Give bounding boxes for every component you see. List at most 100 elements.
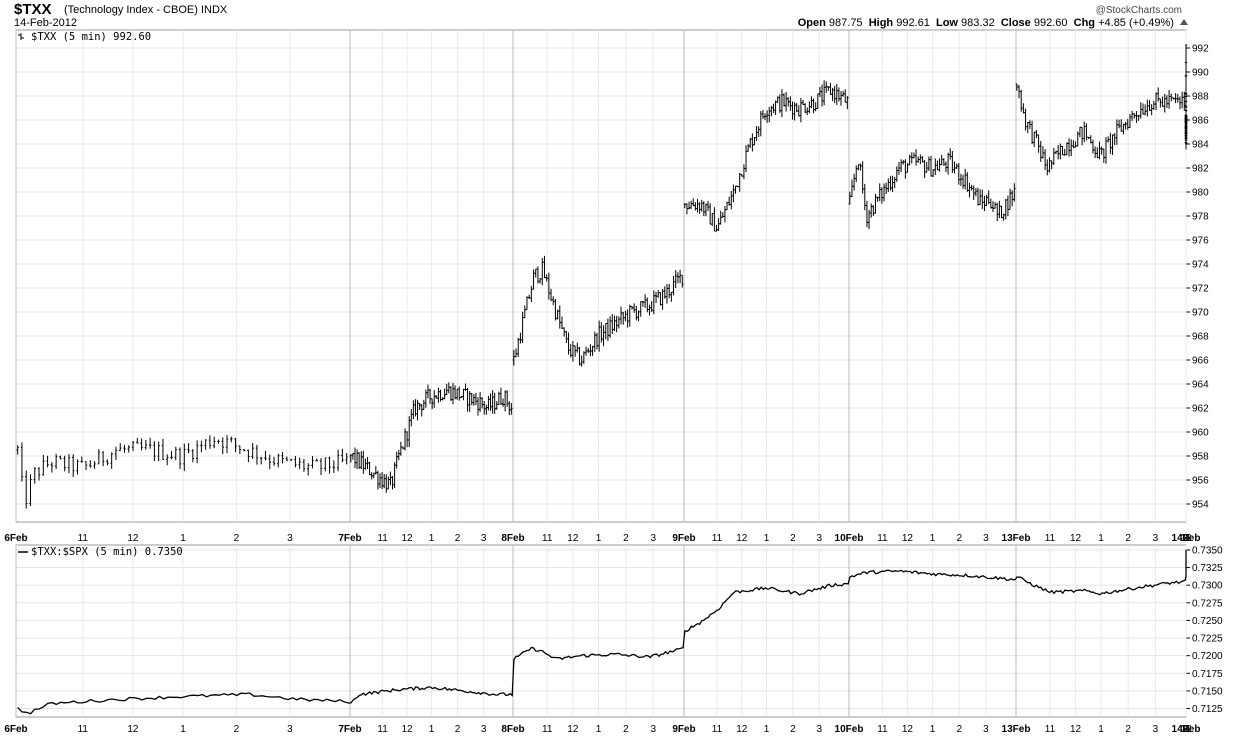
y-tick-label: 958 <box>1192 452 1209 463</box>
y-tick-label: 982 <box>1192 164 1209 175</box>
price-bar <box>916 156 920 163</box>
price-bar <box>825 81 828 93</box>
price-bar <box>443 388 446 400</box>
price-bar <box>1061 145 1064 156</box>
price-bar <box>650 301 653 312</box>
x-tick-label: 2 <box>956 533 962 544</box>
price-bar <box>822 80 826 106</box>
price-bar <box>659 292 662 306</box>
close-label: Close <box>1000 17 1031 29</box>
price-bar <box>387 476 390 490</box>
x-tick-label: 3 <box>481 533 487 544</box>
price-bar <box>510 403 513 415</box>
price-bar <box>1183 91 1186 111</box>
price-bar <box>532 269 535 290</box>
credit-text: @StockCharts.com <box>1095 5 1182 16</box>
x-tick-label: 8Feb <box>501 533 524 544</box>
price-bar <box>770 105 773 117</box>
x-tick-label: 3 <box>817 724 823 735</box>
y-tick-label: 962 <box>1192 404 1209 415</box>
price-bar <box>863 183 866 211</box>
price-bar <box>687 201 691 210</box>
price-bar <box>517 337 520 357</box>
price-bar <box>114 446 118 461</box>
price-bar <box>1002 213 1005 221</box>
price-bar <box>208 435 212 449</box>
price-bar <box>587 347 590 353</box>
x-tick-label: 1 <box>596 724 602 735</box>
price-bar <box>717 218 720 231</box>
price-bar <box>593 331 596 352</box>
price-bar <box>445 383 448 396</box>
price-bar <box>757 126 760 138</box>
x-tick-label: 1 <box>764 724 770 735</box>
price-bar <box>368 461 371 476</box>
price-bar <box>183 443 186 472</box>
price-bar <box>803 103 807 114</box>
price-bar <box>80 456 83 463</box>
price-bar <box>784 91 788 112</box>
price-bar <box>622 311 625 325</box>
y-tick-label: 972 <box>1192 284 1209 295</box>
x-tick-label: 12 <box>401 724 413 735</box>
price-bar <box>763 113 767 121</box>
x-tick-label: 11 <box>877 533 888 544</box>
x-tick-label: 3 <box>650 724 656 735</box>
price-bar <box>799 98 803 123</box>
series <box>16 44 1188 509</box>
price-bar <box>1165 95 1169 108</box>
price-bar <box>378 473 382 489</box>
price-bar <box>736 185 739 188</box>
price-bar <box>272 456 276 466</box>
price-bar <box>497 391 501 405</box>
price-bar <box>46 455 49 468</box>
price-bar <box>1013 183 1016 202</box>
x-tick-label: 2 <box>790 724 796 735</box>
price-bar <box>204 439 207 450</box>
price-bar <box>608 316 612 338</box>
price-bar <box>850 179 854 198</box>
price-bar <box>797 105 801 117</box>
price-bar <box>399 441 403 456</box>
price-bar <box>667 283 671 299</box>
x-tick-label: 1 <box>930 724 936 735</box>
x-tick-label: 1 <box>429 533 435 544</box>
x-tick-label: 2 <box>455 724 461 735</box>
price-bar <box>912 152 916 159</box>
price-bar <box>1059 143 1062 160</box>
price-bar <box>541 257 544 286</box>
price-bar <box>478 392 482 413</box>
x-tick-label: 2 <box>1125 724 1131 735</box>
price-bar <box>89 460 92 468</box>
price-bar <box>604 322 607 340</box>
price-bar <box>97 449 101 465</box>
price-bar <box>1120 119 1123 132</box>
price-bar <box>942 158 946 166</box>
y-tick-label: 0.7325 <box>1192 563 1223 574</box>
price-bar <box>1087 136 1090 139</box>
price-bar <box>1113 133 1116 146</box>
price-bar <box>895 166 899 182</box>
price-bar <box>657 290 660 298</box>
price-bar <box>923 159 926 179</box>
price-bar <box>1083 121 1086 143</box>
price-bar <box>678 269 682 284</box>
price-bar <box>332 460 336 473</box>
price-bar <box>694 202 697 211</box>
price-bar <box>462 388 465 401</box>
x-tick-label: 12 <box>736 724 748 735</box>
price-bar <box>893 176 896 189</box>
price-bar <box>1150 104 1153 116</box>
price-bar <box>1028 120 1032 130</box>
x-tick-label: 3 <box>1183 724 1189 735</box>
price-bar <box>681 274 684 288</box>
y-tick-label: 974 <box>1192 260 1209 271</box>
x-tick-label: 1 <box>1098 724 1104 735</box>
ratio-panel: 0.7350 0.7325 0.7300 0.7275 0.7250 0.7225 0.72… <box>4 544 1223 735</box>
x-tick-label: 1 <box>429 724 435 735</box>
price-bar <box>674 270 677 289</box>
price-bar <box>1080 126 1084 146</box>
price-bar <box>525 296 529 311</box>
price-bar <box>191 449 195 463</box>
price-bar <box>25 470 28 509</box>
